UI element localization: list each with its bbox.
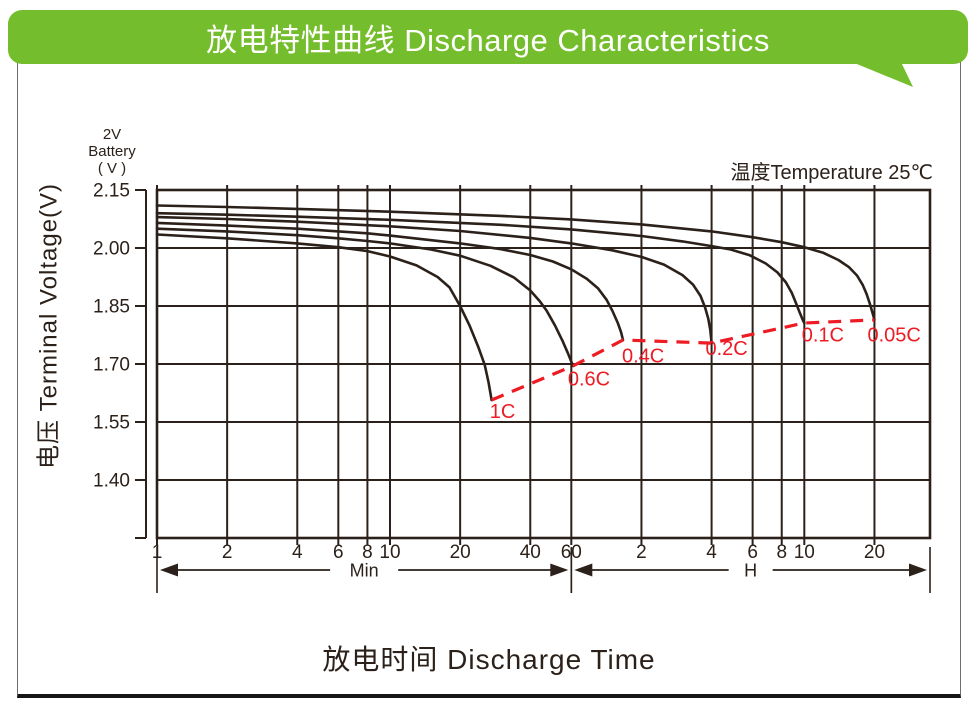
y-tick-label: 2.00 bbox=[93, 239, 130, 260]
range-min-label: Min bbox=[350, 561, 379, 581]
curve-0.6C bbox=[155, 227, 575, 368]
y-tick-label: 1.55 bbox=[93, 413, 130, 434]
y-tick-label: 2.15 bbox=[93, 181, 130, 202]
curve-0.05C bbox=[155, 204, 876, 322]
y-tick-label: 1.40 bbox=[93, 471, 130, 492]
x-tick-label: 8 bbox=[362, 542, 373, 563]
range-h-label: H bbox=[744, 561, 757, 581]
x-tick-label: 4 bbox=[292, 542, 303, 563]
x-tick-label: 8 bbox=[776, 542, 787, 563]
curve-0.1C bbox=[155, 211, 806, 325]
x-tick-label: 6 bbox=[747, 542, 758, 563]
cutoff-dashed-line bbox=[490, 318, 875, 402]
curve-label-0.4C: 0.4C bbox=[622, 345, 664, 367]
y-tick-label: 1.70 bbox=[93, 355, 130, 376]
range-min-left-arrowhead bbox=[160, 563, 178, 577]
banner-title: 放电特性曲线 Discharge Characteristics bbox=[206, 22, 770, 58]
x-tick-label: 10 bbox=[379, 542, 400, 563]
range-h-right-arrowhead bbox=[909, 563, 928, 577]
plot-border bbox=[155, 188, 932, 540]
curve-label-1C: 1C bbox=[490, 401, 516, 423]
x-tick-label: 2 bbox=[636, 542, 647, 563]
banner-tail-shape bbox=[852, 62, 913, 87]
range-h-left-arrowhead bbox=[574, 563, 593, 577]
range-min-right-arrowhead bbox=[550, 563, 569, 577]
title-banner: 放电特性曲线 Discharge Characteristics bbox=[8, 10, 968, 64]
curve-label-0.05C: 0.05C bbox=[867, 324, 920, 346]
curve-1C bbox=[155, 233, 493, 402]
x-tick-label: 4 bbox=[706, 542, 717, 563]
curve-0.4C bbox=[155, 221, 625, 342]
x-tick-label: 20 bbox=[450, 542, 471, 563]
y-tick-label: 1.85 bbox=[93, 297, 130, 318]
battery-type-label: 2V Battery ( V ) bbox=[80, 126, 144, 177]
x-axis-title: 放电时间 Discharge Time bbox=[322, 644, 656, 675]
x-tick-label: 20 bbox=[864, 542, 885, 563]
x-tick-label: 40 bbox=[520, 542, 541, 563]
battery-type-line3: ( V ) bbox=[97, 160, 127, 177]
curve-label-0.2C: 0.2C bbox=[706, 338, 748, 360]
x-tick-label: 2 bbox=[222, 542, 233, 563]
battery-type-line2: Battery bbox=[88, 143, 136, 160]
curve-label-0.6C: 0.6C bbox=[568, 368, 610, 390]
curve-label-0.1C: 0.1C bbox=[802, 324, 844, 346]
curve-0.2C bbox=[155, 215, 713, 345]
x-tick-label: 10 bbox=[794, 542, 815, 563]
temperature-annotation: 温度Temperature 25℃ bbox=[730, 162, 933, 184]
x-tick-label: 6 bbox=[333, 542, 344, 563]
battery-type-line1: 2V bbox=[102, 126, 122, 143]
